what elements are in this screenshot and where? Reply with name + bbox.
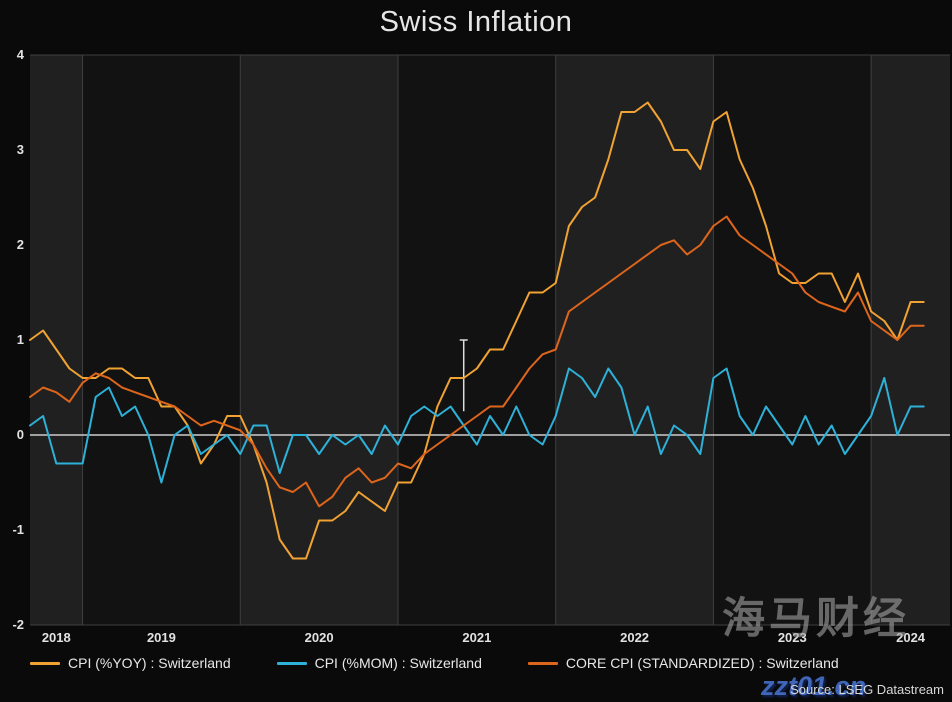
year-band [555, 55, 714, 625]
x-axis-label: 2018 [42, 630, 71, 645]
x-axis-label: 2019 [147, 630, 176, 645]
x-axis-label: 2021 [462, 630, 491, 645]
x-axis-label: 2023 [778, 630, 807, 645]
core-cpi-line [29, 215, 925, 508]
year-band [240, 55, 398, 625]
source-label: Source: LSEG Datastream [790, 682, 944, 697]
y-axis-label: 0 [17, 427, 24, 442]
year-band [398, 55, 556, 625]
legend-label: CPI (%MOM) : Switzerland [314, 655, 482, 671]
cpi-mom-line [29, 367, 925, 484]
legend-label: CORE CPI (STANDARDIZED) : Switzerland [565, 655, 839, 671]
year-band [82, 55, 241, 625]
plot-area: 4 3 2 1 0 -1 -2 2018 2019 2020 2021 2022 2023 2024 [12, 47, 950, 645]
year-band [871, 55, 950, 625]
y-axis-label: 2 [17, 237, 24, 252]
legend-item-cpi-yoy: CPI (%YOY) : Switzerland [30, 655, 231, 671]
watermark-url: zzt01.cn [760, 671, 866, 701]
legend: CPI (%YOY) : Switzerland CPI (%MOM) : Swi… [30, 655, 839, 671]
y-axis-label: 1 [17, 332, 24, 347]
watermark-text: 海马财经 [722, 594, 910, 644]
legend-line-icon [276, 661, 307, 665]
chart-title: Swiss Inflation [379, 6, 573, 38]
y-axis-label: 4 [17, 47, 25, 62]
x-axis-label: 2024 [896, 630, 926, 645]
legend-item-cpi-mom: CPI (%MOM) : Switzerland [276, 655, 482, 671]
legend-item-core-cpi: CORE CPI (STANDARDIZED) : Switzerland [527, 655, 839, 671]
year-band [713, 55, 872, 625]
legend-line-icon [527, 661, 558, 665]
year-band [30, 55, 83, 625]
cpi-yoy-line [29, 101, 925, 560]
x-axis-label: 2022 [620, 630, 649, 645]
y-axis-label: -2 [12, 617, 24, 632]
y-axis-label: 3 [17, 142, 24, 157]
y-axis-label: -1 [12, 522, 24, 537]
legend-line-icon [30, 661, 60, 665]
legend-label: CPI (%YOY) : Switzerland [68, 655, 231, 671]
x-axis-label: 2020 [305, 630, 334, 645]
